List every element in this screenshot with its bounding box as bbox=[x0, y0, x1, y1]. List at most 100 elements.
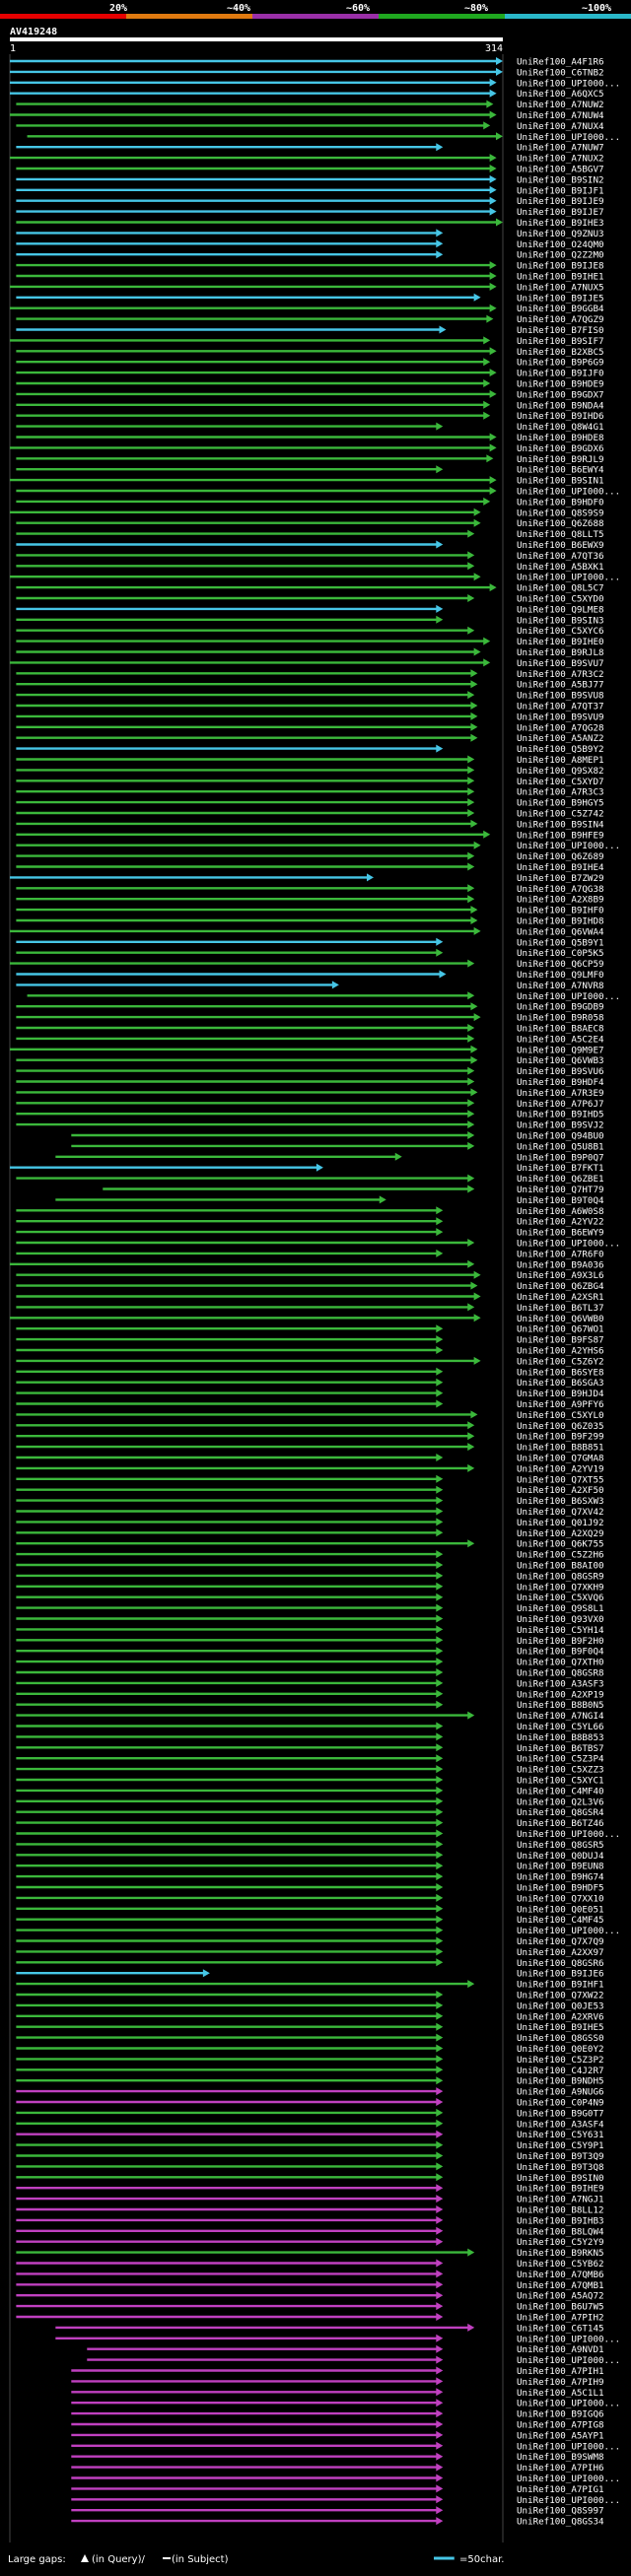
alignment-label[interactable]: UniRef100_A8MEP1 bbox=[517, 755, 604, 766]
alignment-label[interactable]: UniRef100_UPI000... bbox=[517, 1829, 620, 1840]
alignment-label[interactable]: UniRef100_A7NUX4 bbox=[517, 121, 604, 132]
alignment-label[interactable]: UniRef100_A7PIG8 bbox=[517, 2420, 604, 2431]
alignment-label[interactable]: UniRef100_A5ANZ2 bbox=[517, 733, 604, 744]
alignment-label[interactable]: UniRef100_A6QXC5 bbox=[517, 89, 604, 100]
alignment-label[interactable]: UniRef100_Q7X7Q9 bbox=[517, 1936, 604, 1947]
alignment-label[interactable]: UniRef100_B9GDX7 bbox=[517, 389, 604, 400]
alignment-label[interactable]: UniRef100_A7QT37 bbox=[517, 702, 604, 712]
alignment-label[interactable]: UniRef100_B9FS87 bbox=[517, 1335, 604, 1346]
alignment-label[interactable]: UniRef100_UPI000... bbox=[517, 2334, 620, 2344]
alignment-label[interactable]: UniRef100_B9HDE8 bbox=[517, 433, 604, 443]
alignment-label[interactable]: UniRef100_Q7HT79 bbox=[517, 1185, 604, 1195]
alignment-label[interactable]: UniRef100_B9RKN5 bbox=[517, 2248, 604, 2259]
alignment-label[interactable]: UniRef100_A7PIG1 bbox=[517, 2484, 604, 2495]
alignment-label[interactable]: UniRef100_A7QMB1 bbox=[517, 2280, 604, 2291]
alignment-label[interactable]: UniRef100_A2YV19 bbox=[517, 1463, 604, 1474]
alignment-label[interactable]: UniRef100_B9F2H0 bbox=[517, 1636, 604, 1647]
alignment-label[interactable]: UniRef100_B9P0Q7 bbox=[517, 1152, 604, 1163]
alignment-label[interactable]: UniRef100_C5Y631 bbox=[517, 2130, 604, 2140]
alignment-label[interactable]: UniRef100_Q7XW22 bbox=[517, 1991, 604, 2001]
alignment-label[interactable]: UniRef100_C0P4N9 bbox=[517, 2098, 604, 2109]
alignment-label[interactable]: UniRef100_C5XVQ6 bbox=[517, 1593, 604, 1603]
alignment-label[interactable]: UniRef100_B9T3Q8 bbox=[517, 2162, 604, 2173]
alignment-label[interactable]: UniRef100_B7ZW29 bbox=[517, 873, 604, 884]
alignment-label[interactable]: UniRef100_B9IHD5 bbox=[517, 1110, 604, 1120]
alignment-label[interactable]: UniRef100_B7FKT1 bbox=[517, 1163, 604, 1174]
alignment-label[interactable]: UniRef100_B9SVU7 bbox=[517, 658, 604, 669]
alignment-label[interactable]: UniRef100_Q8GS34 bbox=[517, 2517, 604, 2528]
alignment-label[interactable]: UniRef100_B9IHD8 bbox=[517, 916, 604, 927]
alignment-label[interactable]: UniRef100_Q6VWA4 bbox=[517, 926, 604, 937]
alignment-label[interactable]: UniRef100_Q8L5C7 bbox=[517, 583, 604, 594]
alignment-label[interactable]: UniRef100_B9A036 bbox=[517, 1259, 604, 1270]
alignment-label[interactable]: UniRef100_B8LL12 bbox=[517, 2205, 604, 2216]
alignment-label[interactable]: UniRef100_C5Z742 bbox=[517, 809, 604, 820]
alignment-label[interactable]: UniRef100_A7NGI4 bbox=[517, 1711, 604, 1722]
alignment-label[interactable]: UniRef100_C6T145 bbox=[517, 2323, 604, 2334]
alignment-label[interactable]: UniRef100_B9HG74 bbox=[517, 1872, 604, 1883]
alignment-label[interactable]: UniRef100_B9SIF7 bbox=[517, 336, 604, 347]
alignment-label[interactable]: UniRef100_B9GGB4 bbox=[517, 304, 604, 314]
alignment-label[interactable]: UniRef100_Q9ZNU3 bbox=[517, 229, 604, 239]
alignment-label[interactable]: UniRef100_Q8W4G1 bbox=[517, 422, 604, 433]
alignment-label[interactable]: UniRef100_B9NDA4 bbox=[517, 400, 604, 411]
alignment-label[interactable]: UniRef100_Q7XV42 bbox=[517, 1507, 604, 1518]
alignment-label[interactable]: UniRef100_A9NVD1 bbox=[517, 2344, 604, 2355]
alignment-label[interactable]: UniRef100_A7NUW4 bbox=[517, 110, 604, 121]
alignment-label[interactable]: UniRef100_C5XZZ3 bbox=[517, 1765, 604, 1776]
alignment-label[interactable]: UniRef100_B6SXW3 bbox=[517, 1496, 604, 1507]
alignment-label[interactable]: UniRef100_A5AQ72 bbox=[517, 2291, 604, 2302]
alignment-label[interactable]: UniRef100_Q0DUJ4 bbox=[517, 1851, 604, 1862]
alignment-label[interactable]: UniRef100_B9SIN3 bbox=[517, 615, 604, 626]
alignment-label[interactable]: UniRef100_B6TZ46 bbox=[517, 1818, 604, 1829]
alignment-label[interactable]: UniRef100_Q6VWB0 bbox=[517, 1314, 604, 1324]
alignment-label[interactable]: UniRef100_A7R3C2 bbox=[517, 669, 604, 680]
alignment-label[interactable]: UniRef100_C5XYL0 bbox=[517, 1410, 604, 1421]
alignment-label[interactable]: UniRef100_B8LQW4 bbox=[517, 2226, 604, 2237]
alignment-label[interactable]: UniRef100_A2XF50 bbox=[517, 1485, 604, 1496]
alignment-label[interactable]: UniRef100_A7R6F0 bbox=[517, 1249, 604, 1259]
alignment-label[interactable]: UniRef100_Q6CP59 bbox=[517, 959, 604, 970]
alignment-label[interactable]: UniRef100_A5AYP1 bbox=[517, 2430, 604, 2441]
alignment-label[interactable]: UniRef100_A7QT36 bbox=[517, 551, 604, 562]
alignment-label[interactable]: UniRef100_UPI000... bbox=[517, 487, 620, 498]
alignment-label[interactable]: UniRef100_B9HDF0 bbox=[517, 497, 604, 508]
alignment-label[interactable]: UniRef100_Q5B9Y1 bbox=[517, 937, 604, 948]
alignment-label[interactable]: UniRef100_A2YV22 bbox=[517, 1217, 604, 1228]
alignment-label[interactable]: UniRef100_B9IHF0 bbox=[517, 906, 604, 916]
alignment-label[interactable]: UniRef100_UPI000... bbox=[517, 991, 620, 1002]
alignment-label[interactable]: UniRef100_A2XQ29 bbox=[517, 1528, 604, 1539]
alignment-label[interactable]: UniRef100_B9IJE7 bbox=[517, 207, 604, 218]
alignment-label[interactable]: UniRef100_Q9M9E7 bbox=[517, 1045, 604, 1055]
alignment-label[interactable]: UniRef100_B8B853 bbox=[517, 1732, 604, 1743]
alignment-label[interactable]: UniRef100_A5C2E4 bbox=[517, 1034, 604, 1045]
alignment-label[interactable]: UniRef100_B9EUN8 bbox=[517, 1862, 604, 1872]
alignment-label[interactable]: UniRef100_Q0JE53 bbox=[517, 2000, 604, 2011]
alignment-label[interactable]: UniRef100_C5Z6Y2 bbox=[517, 1356, 604, 1367]
alignment-label[interactable]: UniRef100_A7P6J7 bbox=[517, 1099, 604, 1110]
alignment-label[interactable]: UniRef100_B6SYE8 bbox=[517, 1367, 604, 1378]
alignment-label[interactable]: UniRef100_A7NUW2 bbox=[517, 100, 604, 110]
alignment-label[interactable]: UniRef100_B9SVU8 bbox=[517, 691, 604, 702]
alignment-label[interactable]: UniRef100_C5XYC1 bbox=[517, 1776, 604, 1787]
alignment-label[interactable]: UniRef100_C5Y9P1 bbox=[517, 2140, 604, 2151]
alignment-label[interactable]: UniRef100_Q6Z688 bbox=[517, 518, 604, 529]
alignment-label[interactable]: UniRef100_B8B851 bbox=[517, 1443, 604, 1454]
alignment-label[interactable]: UniRef100_Q9SX82 bbox=[517, 766, 604, 777]
alignment-label[interactable]: UniRef100_Q8GSR6 bbox=[517, 1958, 604, 1969]
alignment-label[interactable]: UniRef100_B9IHE1 bbox=[517, 272, 604, 283]
alignment-label[interactable]: UniRef100_B9SVU6 bbox=[517, 1066, 604, 1077]
alignment-label[interactable]: UniRef100_B8B0N5 bbox=[517, 1700, 604, 1711]
alignment-label[interactable]: UniRef100_Q2Z2M0 bbox=[517, 250, 604, 261]
alignment-label[interactable]: UniRef100_C5YL66 bbox=[517, 1722, 604, 1732]
alignment-label[interactable]: UniRef100_A7PIH1 bbox=[517, 2366, 604, 2377]
alignment-label[interactable]: UniRef100_UPI000... bbox=[517, 2441, 620, 2452]
alignment-label[interactable]: UniRef100_A7R3E9 bbox=[517, 1088, 604, 1099]
alignment-label[interactable]: UniRef100_B6EWY9 bbox=[517, 1228, 604, 1239]
alignment-label[interactable]: UniRef100_B6EWX9 bbox=[517, 540, 604, 551]
alignment-label[interactable]: UniRef100_A7QGZ9 bbox=[517, 314, 604, 325]
alignment-label[interactable]: UniRef100_A3ASF4 bbox=[517, 2119, 604, 2130]
alignment-label[interactable]: UniRef100_A7PIH9 bbox=[517, 2377, 604, 2388]
alignment-label[interactable]: UniRef100_UPI000... bbox=[517, 132, 620, 143]
alignment-label[interactable]: UniRef100_B9IHE0 bbox=[517, 637, 604, 647]
